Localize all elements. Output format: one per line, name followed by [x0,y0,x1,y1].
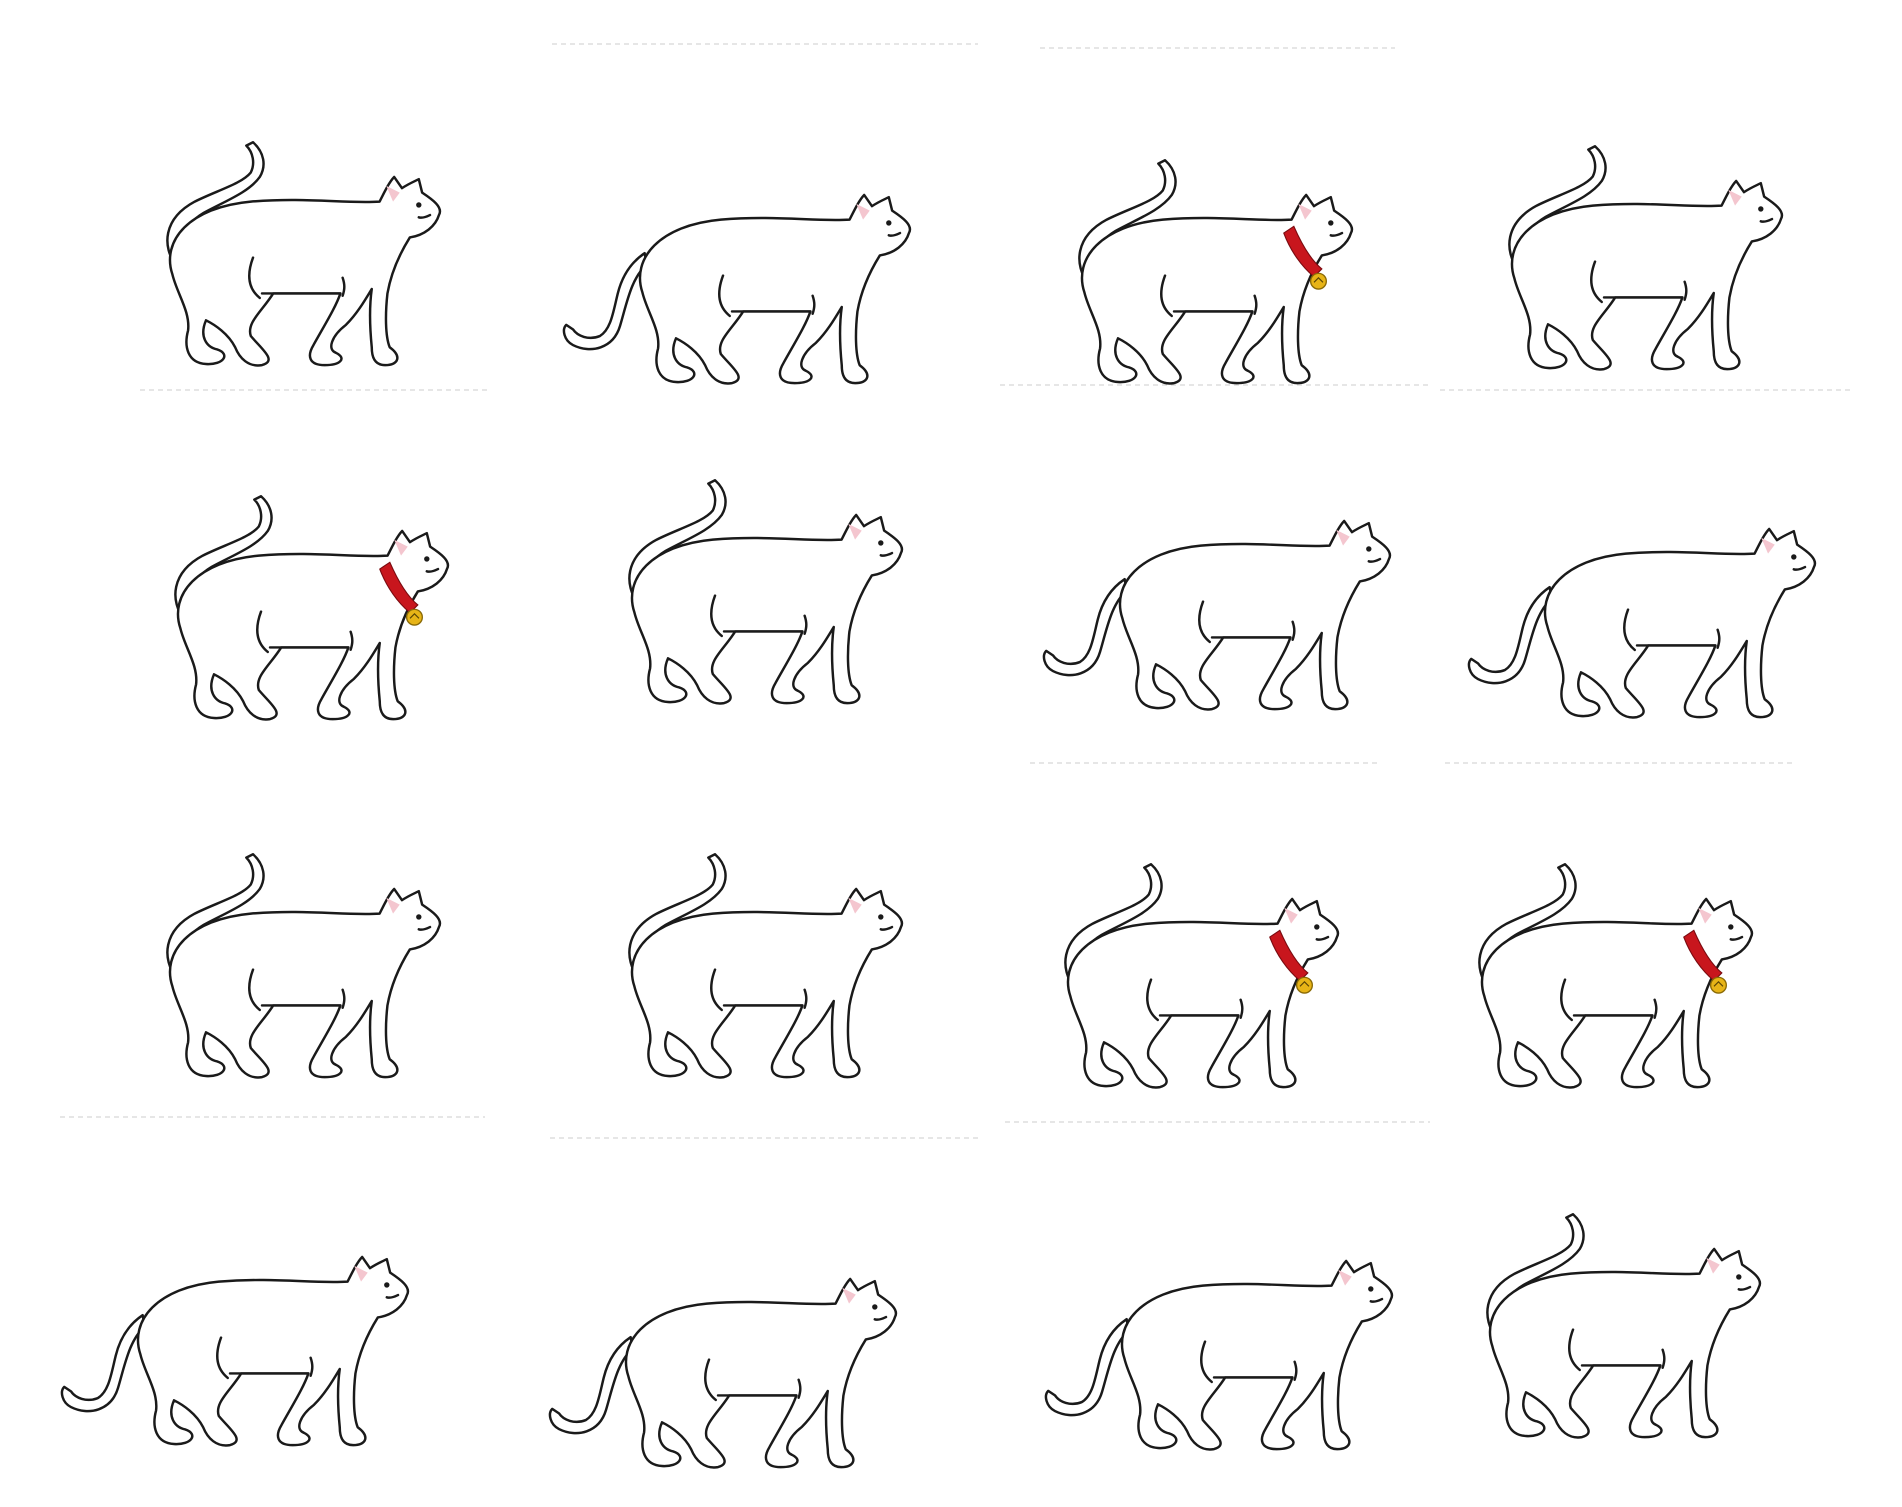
cat-figure [1064,863,1340,1089]
cat-body [1118,519,1392,711]
cat-figure [548,1277,898,1469]
cat-body [1120,1259,1394,1451]
cat-figure [166,853,442,1079]
lowered-tail [548,1335,635,1435]
cat-figure [1486,1213,1762,1439]
cat-figure [1467,527,1817,719]
cat-figure [1042,519,1392,711]
grid-dividers [60,43,1850,1139]
cat-figure [1044,1259,1394,1451]
cat-figure [1478,863,1754,1089]
cat-figure [166,141,442,367]
lowered-tail [1467,585,1554,685]
cats-layer [60,141,1817,1469]
cat-figure [174,495,450,721]
cat-body [638,193,912,385]
cat-figure [1508,145,1784,371]
lowered-tail [1044,1317,1131,1417]
cat-figure [1078,159,1354,385]
lowered-tail [1042,577,1129,677]
cat-figure [628,853,904,1079]
lowered-tail [562,251,649,351]
cat-figure [60,1255,410,1447]
cat-figure [562,193,912,385]
lowered-tail [60,1313,147,1413]
cat-body [1543,527,1817,719]
cat-figure [628,479,904,705]
cat-body [136,1255,410,1447]
cat-body [624,1277,898,1469]
